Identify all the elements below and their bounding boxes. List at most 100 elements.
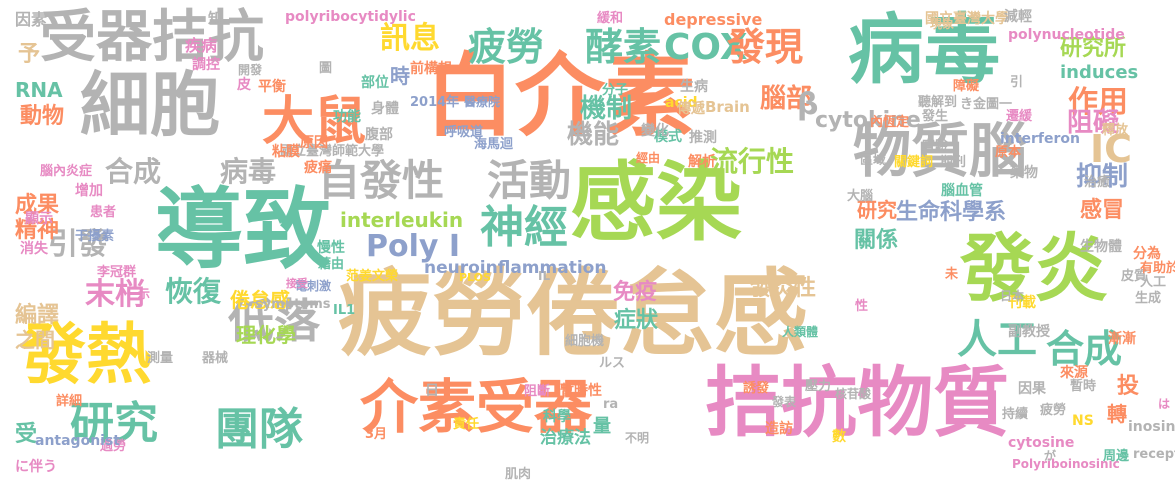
cloud-word: 有助於 bbox=[1140, 261, 1175, 276]
cloud-word: 人類體 bbox=[782, 325, 819, 339]
cloud-word: Brain bbox=[705, 98, 750, 116]
cloud-word: inosine bbox=[1128, 419, 1175, 435]
cloud-word: 抑制 bbox=[1076, 162, 1129, 192]
cloud-word: 發熱 bbox=[20, 316, 152, 393]
cloud-word: acid bbox=[665, 95, 698, 111]
cloud-word: 核苷酸 bbox=[835, 387, 872, 401]
cloud-word: 期刊 bbox=[940, 155, 967, 170]
cloud-word: 患者 bbox=[90, 205, 117, 220]
cloud-word: IL1 bbox=[333, 303, 356, 318]
cloud-word: 皮質 bbox=[1121, 269, 1148, 284]
cloud-word: 關鍵詞 bbox=[894, 155, 934, 170]
cloud-word: 周邊 bbox=[1103, 449, 1130, 464]
cloud-word: cytosine bbox=[1008, 435, 1075, 451]
cloud-word: 阻斷 bbox=[524, 384, 551, 399]
cloud-word: 合成 bbox=[105, 155, 162, 188]
cloud-word: 受器拮抗 bbox=[40, 5, 264, 70]
cloud-word: 消失 bbox=[20, 241, 48, 257]
cloud-word: 人工 bbox=[1140, 275, 1167, 290]
cloud-word: 減輕 bbox=[1004, 9, 1032, 25]
cloud-word: 李冠群 bbox=[97, 265, 137, 280]
cloud-word: NS bbox=[1072, 413, 1094, 429]
cloud-word: が bbox=[1044, 449, 1057, 463]
cloud-word: 引 bbox=[1010, 75, 1024, 90]
cloud-word: 發生 bbox=[922, 109, 949, 124]
cloud-word: 數 bbox=[832, 429, 846, 445]
cloud-word: 流行性 bbox=[710, 145, 795, 178]
cloud-word: 末梢 bbox=[85, 277, 145, 312]
cloud-word: 量 bbox=[593, 416, 611, 437]
cloud-word: 遷緩 bbox=[1006, 109, 1033, 124]
cloud-word: 暫時性 bbox=[560, 383, 602, 399]
cloud-word: 范姜文榮 bbox=[346, 269, 399, 284]
cloud-word: IL bbox=[538, 269, 551, 283]
cloud-word: 模式 bbox=[654, 129, 682, 145]
cloud-word: 免疫 bbox=[613, 280, 658, 305]
cloud-word: 身體 bbox=[371, 101, 399, 117]
cloud-word: 釋放 bbox=[1102, 123, 1129, 138]
cloud-word: 前構想 bbox=[410, 61, 452, 77]
cloud-word: interleukin bbox=[340, 208, 464, 232]
cloud-word: 測量 bbox=[147, 351, 174, 366]
cloud-word: 國立臺灣師範大學 bbox=[280, 144, 385, 159]
cloud-word: 科學 bbox=[543, 409, 571, 425]
cloud-word: 物質腦 bbox=[853, 117, 1028, 185]
cloud-word: receptor bbox=[1133, 447, 1175, 462]
cloud-word: 發炎 bbox=[960, 226, 1108, 312]
cloud-word: 腦部 bbox=[760, 84, 813, 114]
cloud-word: 來源 bbox=[1060, 365, 1088, 381]
cloud-word: 過勞 bbox=[100, 439, 127, 454]
cloud-word: 經由 bbox=[636, 151, 661, 165]
cloud-word: 部位 bbox=[361, 75, 389, 91]
cloud-word: 示 bbox=[138, 287, 151, 301]
cloud-word: 皮 bbox=[237, 77, 251, 93]
cloud-word: 發炎性 bbox=[750, 276, 817, 301]
cloud-word: 疾病 bbox=[185, 36, 218, 55]
cloud-word: 引發 bbox=[48, 227, 108, 262]
cloud-word: β bbox=[797, 87, 819, 122]
cloud-word: neuroinflammation bbox=[424, 258, 607, 278]
cloud-word: 團隊 bbox=[215, 404, 303, 455]
cloud-word: 理化學 bbox=[236, 323, 296, 347]
cloud-word: 介素受器 bbox=[360, 373, 593, 441]
cloud-word: 因果 bbox=[1018, 381, 1046, 397]
cloud-word: 導致 bbox=[155, 178, 332, 281]
cloud-word: 轉 bbox=[1107, 402, 1127, 426]
cloud-word: 治癒 bbox=[1084, 175, 1111, 190]
cloud-word: 電刺激 bbox=[295, 279, 332, 293]
cloud-word: 藥物 bbox=[1010, 165, 1038, 181]
cloud-word: 時 bbox=[390, 64, 410, 88]
cloud-word: 詳細 bbox=[56, 394, 83, 409]
cloud-word: 障礙 bbox=[953, 79, 980, 94]
cloud-word: 成果 bbox=[15, 193, 60, 218]
cloud-word: 感冒 bbox=[1080, 198, 1125, 223]
cloud-word: 分為 bbox=[1133, 246, 1161, 262]
cloud-word: 實驗 bbox=[922, 139, 949, 154]
cloud-word: antagonist bbox=[35, 433, 120, 449]
cloud-word: 予 bbox=[18, 42, 41, 67]
cloud-word: IC bbox=[1090, 127, 1133, 171]
cloud-word: 拮抗物質 bbox=[705, 358, 1009, 447]
cloud-word: 持續 bbox=[1002, 407, 1029, 422]
cloud-word: 造訪 bbox=[765, 421, 793, 437]
cloud-word: 藉由 bbox=[318, 257, 345, 272]
cloud-word: 日 bbox=[425, 383, 439, 399]
cloud-word: 自發性 bbox=[318, 156, 445, 205]
cloud-word: 暫時 bbox=[1070, 379, 1097, 394]
cloud-word: 疲勞倦怠感 bbox=[338, 260, 809, 369]
cloud-word: 關係 bbox=[854, 228, 899, 253]
cloud-word: Polyriboinosinic bbox=[1012, 457, 1120, 471]
cloud-word: RNA bbox=[15, 78, 63, 102]
cloud-word: き金圖一 bbox=[960, 97, 1013, 112]
cloud-word: 功能 bbox=[333, 109, 361, 125]
cloud-word: 阻礙 bbox=[1067, 108, 1120, 138]
cloud-word: 酵素 bbox=[585, 25, 662, 69]
cloud-word: 變化 bbox=[641, 123, 669, 139]
cloud-word: 大鼠 bbox=[262, 92, 367, 152]
cloud-word: polyribocytidylic bbox=[285, 9, 416, 25]
cloud-word: 低落 bbox=[228, 294, 320, 348]
cloud-word: 生物體 bbox=[1080, 239, 1122, 255]
cloud-word: 疲勞 bbox=[1040, 403, 1067, 418]
cloud-word: 生命科學系 bbox=[896, 200, 1007, 225]
cloud-word: 未 bbox=[945, 267, 959, 282]
